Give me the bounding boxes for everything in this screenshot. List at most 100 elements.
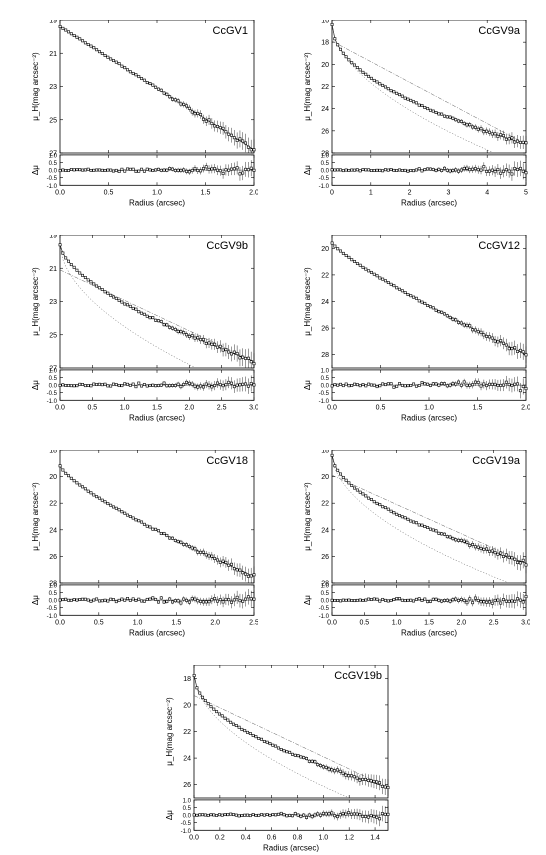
- svg-text:26: 26: [49, 554, 57, 561]
- svg-text:1.0: 1.0: [392, 619, 402, 626]
- profile-markers: [193, 674, 389, 796]
- svg-text:2.0: 2.0: [456, 619, 466, 626]
- svg-text:23: 23: [49, 84, 57, 91]
- svg-text:1.0: 1.0: [120, 404, 130, 411]
- svg-text:24: 24: [183, 756, 191, 763]
- svg-text:0.8: 0.8: [293, 834, 303, 841]
- svg-text:25: 25: [49, 332, 57, 339]
- xlabel: Radius (arcsec): [401, 628, 457, 637]
- svg-text:1.0: 1.0: [424, 404, 434, 411]
- profile-markers: [59, 244, 255, 368]
- svg-text:-0.5: -0.5: [47, 176, 58, 182]
- svg-text:22: 22: [321, 84, 329, 91]
- panel-title: CcGV9b: [206, 240, 248, 252]
- svg-text:0.5: 0.5: [321, 376, 330, 382]
- residual-markers: [331, 161, 527, 181]
- svg-text:0.2: 0.2: [215, 834, 225, 841]
- residual-markers: [59, 589, 255, 608]
- svg-text:2.0: 2.0: [521, 404, 530, 411]
- svg-text:26: 26: [321, 554, 329, 561]
- svg-text:0.0: 0.0: [321, 384, 330, 390]
- ylabel-main: μ_H(mag arcsec⁻²): [31, 267, 40, 336]
- svg-text:-0.5: -0.5: [319, 606, 330, 612]
- ylabel-residual: Δμ: [31, 165, 40, 175]
- svg-text:1.0: 1.0: [321, 153, 330, 159]
- svg-text:20: 20: [321, 246, 329, 253]
- panel-ccgv19b: 1820222426-1.0-0.50.00.51.00.00.20.40.60…: [162, 665, 392, 855]
- svg-text:21: 21: [49, 266, 57, 273]
- ylabel-main: μ_H(mag arcsec⁻²): [303, 267, 312, 336]
- svg-text:4: 4: [485, 189, 489, 196]
- svg-text:0.0: 0.0: [327, 619, 337, 626]
- svg-text:0.6: 0.6: [267, 834, 277, 841]
- ylabel-residual: Δμ: [31, 595, 40, 605]
- svg-text:18: 18: [321, 40, 329, 47]
- svg-text:1.0: 1.0: [133, 619, 143, 626]
- svg-text:3: 3: [446, 189, 450, 196]
- svg-text:26: 26: [321, 326, 329, 333]
- svg-text:22: 22: [49, 501, 57, 508]
- svg-text:1.5: 1.5: [424, 619, 434, 626]
- svg-text:28: 28: [321, 352, 329, 359]
- svg-text:0.5: 0.5: [321, 591, 330, 597]
- ylabel-residual: Δμ: [303, 165, 312, 175]
- svg-text:24: 24: [321, 106, 329, 113]
- profile-markers: [59, 465, 255, 583]
- svg-text:18: 18: [321, 450, 329, 455]
- svg-text:2.5: 2.5: [249, 619, 258, 626]
- svg-text:20: 20: [321, 474, 329, 481]
- ylabel-residual: Δμ: [303, 595, 312, 605]
- xlabel: Radius (arcsec): [129, 413, 185, 422]
- svg-text:20: 20: [321, 62, 329, 69]
- svg-text:23: 23: [49, 299, 57, 306]
- svg-text:-0.5: -0.5: [181, 821, 192, 827]
- ylabel-residual: Δμ: [303, 380, 312, 390]
- ylabel-main: μ_H(mag arcsec⁻²): [303, 52, 312, 121]
- svg-text:19: 19: [49, 235, 57, 240]
- profile-markers: [331, 23, 527, 149]
- svg-text:0.0: 0.0: [321, 599, 330, 605]
- svg-text:20: 20: [49, 474, 57, 481]
- panel-ccgv1: 1921232527-1.0-0.50.00.51.00.00.51.01.52…: [28, 20, 258, 210]
- svg-text:0.5: 0.5: [49, 591, 58, 597]
- svg-text:1.0: 1.0: [49, 153, 58, 159]
- svg-text:3.0: 3.0: [249, 404, 258, 411]
- svg-text:2.0: 2.0: [210, 619, 220, 626]
- svg-text:1.0: 1.0: [321, 368, 330, 374]
- svg-text:0.4: 0.4: [241, 834, 251, 841]
- svg-text:0.0: 0.0: [49, 599, 58, 605]
- svg-text:0.0: 0.0: [49, 169, 58, 175]
- svg-text:1: 1: [369, 189, 373, 196]
- svg-text:0.5: 0.5: [321, 161, 330, 167]
- svg-text:3.0: 3.0: [521, 619, 530, 626]
- svg-text:19: 19: [49, 20, 57, 25]
- residual-markers: [331, 588, 527, 610]
- ylabel-main: μ_H(mag arcsec⁻²): [303, 482, 312, 551]
- svg-text:1.5: 1.5: [473, 404, 483, 411]
- xlabel: Radius (arcsec): [401, 413, 457, 422]
- panel-ccgv9a: 16182022242628-1.0-0.50.00.51.0012345μ_H…: [300, 20, 530, 210]
- svg-text:1.5: 1.5: [152, 404, 162, 411]
- svg-text:0.0: 0.0: [183, 814, 192, 820]
- ylabel-main: μ_H(mag arcsec⁻²): [31, 482, 40, 551]
- svg-text:2: 2: [408, 189, 412, 196]
- svg-text:0.0: 0.0: [189, 834, 199, 841]
- svg-text:0.5: 0.5: [87, 404, 97, 411]
- panel-ccgv19a: 182022242628-1.0-0.50.00.51.00.00.51.01.…: [300, 450, 530, 640]
- svg-text:0.5: 0.5: [94, 619, 104, 626]
- svg-text:1.2: 1.2: [344, 834, 354, 841]
- svg-text:25: 25: [49, 117, 57, 124]
- svg-text:0.0: 0.0: [49, 384, 58, 390]
- svg-text:-0.5: -0.5: [47, 391, 58, 397]
- xlabel: Radius (arcsec): [129, 628, 185, 637]
- svg-text:0.5: 0.5: [49, 376, 58, 382]
- ylabel-main: μ_H(mag arcsec⁻²): [31, 52, 40, 121]
- svg-text:1.5: 1.5: [172, 619, 182, 626]
- svg-text:24: 24: [321, 299, 329, 306]
- panel-title: CcGV9a: [478, 25, 520, 37]
- panel-title: CcGV18: [206, 455, 248, 467]
- svg-text:1.4: 1.4: [370, 834, 380, 841]
- panel-title: CcGV1: [213, 25, 248, 37]
- svg-text:22: 22: [321, 501, 329, 508]
- residual-markers: [59, 375, 255, 393]
